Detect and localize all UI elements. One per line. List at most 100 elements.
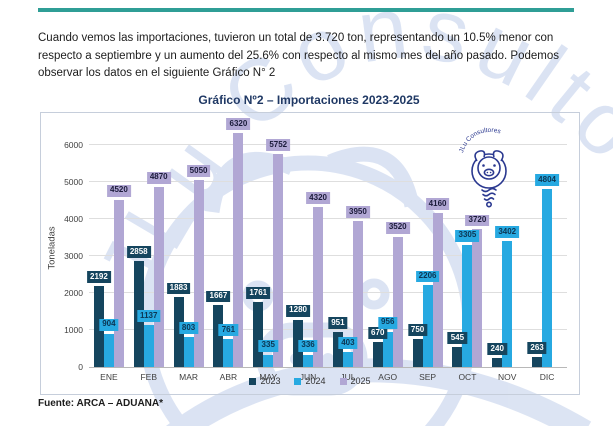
pig-face [477, 156, 501, 180]
data-label-2025-ENE: 4520 [107, 184, 131, 197]
pig-nostril-left [486, 171, 489, 174]
bar-2024-ABR [223, 338, 234, 367]
data-label-2024-DIC: 4804 [535, 174, 559, 187]
bar-2024-FEB [143, 324, 154, 367]
bar-2024-OCT [462, 244, 473, 367]
y-tick-6000: 6000 [64, 139, 83, 150]
logo-text-shape: JLu Consultores [458, 127, 502, 154]
legend-swatch-2023 [249, 377, 257, 385]
pig-face-dots [482, 164, 496, 174]
data-label-2024-MAR: 803 [178, 322, 199, 335]
data-label-2024-ABR: 761 [218, 324, 239, 336]
legend: 2023 2024 2025 [41, 376, 579, 386]
data-label-2023-OCT: 545 [447, 332, 468, 344]
data-label-2025-MAY: 5752 [266, 139, 291, 152]
legend-swatch-2024 [294, 377, 302, 385]
y-tick-1000: 1000 [64, 325, 83, 335]
y-tick-4000: 4000 [64, 213, 83, 224]
data-label-2024-AGO: 956 [378, 316, 398, 329]
bar-2025-SEP [432, 213, 443, 367]
y-tick-5000: 5000 [64, 176, 83, 187]
legend-swatch-2025 [339, 377, 347, 385]
data-label-2025-SEP: 4160 [425, 198, 450, 211]
bar-2023-OCT [452, 346, 463, 367]
month-group-AGO: 670 956 3520 AGO [368, 119, 410, 382]
bar-2024-ENE [103, 333, 114, 367]
bar-2024-DIC [542, 189, 553, 367]
month-group-MAR: 1883 803 5050 MAR [166, 119, 211, 382]
y-tick-3000: 3000 [64, 250, 83, 261]
data-label-2024-OCT: 3305 [455, 229, 480, 242]
bar-2023-NOV [492, 358, 503, 367]
bar-2023-AGO [372, 342, 383, 367]
logo-arc-text: JLu Consultores [458, 127, 502, 154]
bar-2024-MAR [183, 337, 194, 367]
bar-2025-FEB [153, 186, 164, 367]
data-label-2023-MAR: 1883 [166, 282, 191, 295]
month-group-ENE: 2192 904 4520 ENE [87, 119, 131, 382]
data-label-2024-JUL: 403 [338, 337, 358, 350]
data-label-2023-NOV: 240 [487, 343, 507, 356]
bar-2023-DIC [532, 357, 543, 367]
bar-2024-JUN [303, 354, 314, 367]
bar-2023-ABR [213, 305, 224, 367]
data-label-2025-AGO: 3520 [385, 221, 410, 234]
bar-2025-MAR [193, 180, 204, 367]
legend-label-2024: 2024 [305, 376, 326, 386]
legend-item-2023: 2023 [249, 376, 280, 386]
data-label-2023-SEP: 750 [407, 324, 428, 337]
pig-right-eye [493, 164, 496, 167]
bar-2025-ENE [113, 199, 124, 367]
data-label-2023-ENE: 2192 [87, 271, 111, 283]
month-group-JUL: 951 403 3950 JUL [328, 119, 370, 382]
legend-label-2023: 2023 [260, 376, 281, 386]
month-group-SEP: 750 2206 4160 SEP [407, 119, 450, 382]
gridline-6000 [89, 143, 567, 145]
legend-item-2024: 2024 [294, 376, 326, 386]
data-label-2023-JUL: 951 [328, 317, 348, 329]
data-label-2025-MAR: 5050 [186, 165, 211, 178]
bar-2024-MAY [263, 354, 274, 367]
data-label-2025-JUN: 4320 [306, 192, 330, 205]
y-tick-0: 0 [78, 362, 83, 372]
y-axis-label: Toneladas [46, 226, 58, 270]
data-label-2025-OCT: 3720 [465, 214, 490, 227]
month-group-DIC: 263 4804 DIC [527, 119, 567, 382]
data-label-2023-JUN: 1280 [286, 304, 310, 317]
pig-nostril-right [489, 171, 492, 174]
chart-title: Gráfico Nº2 – Importaciones 2023-2025 [198, 93, 420, 107]
data-label-2025-FEB: 4870 [146, 171, 171, 184]
lightbulb-icon [471, 150, 507, 189]
chart-frame: Toneladas 0 1000 2000 3000 4000 5000 6000 2192 9… [40, 112, 580, 395]
data-label-2025-JUL: 3950 [346, 206, 370, 218]
intro-paragraph: Cuando vemos las importaciones, tuvieron… [38, 32, 559, 79]
x-tick-ENE: ENE [100, 372, 118, 382]
bar-2023-ENE [93, 285, 104, 367]
data-label-2024-ENE: 904 [99, 318, 119, 331]
pig-right-ear [492, 150, 504, 162]
month-group-MAY: 1761 335 5752 MAY [246, 119, 291, 382]
bar-2023-MAY [253, 301, 264, 367]
month-group-ABR: 1667 761 6320 ABR [206, 118, 251, 382]
pig-left-eye [482, 164, 485, 167]
bar-2024-NOV [502, 241, 513, 367]
bar-2025-AGO [392, 236, 403, 367]
month-group-FEB: 2858 1137 4870 FEB [126, 119, 171, 382]
legend-label-2025: 2025 [350, 376, 371, 386]
data-label-2023-ABR: 1667 [206, 290, 231, 303]
bar-2024-JUL [342, 352, 353, 367]
jlu-logo: JLu Consultores [458, 127, 507, 208]
data-label-2025-ABR: 6320 [226, 118, 251, 131]
bar-2025-MAY [273, 154, 284, 367]
data-label-2023-MAY: 1761 [246, 287, 271, 299]
bulb-base-filament [481, 187, 497, 208]
data-label-2024-FEB: 1137 [137, 310, 161, 322]
data-label-2024-SEP: 2206 [415, 270, 440, 283]
legend-item-2025: 2025 [339, 376, 371, 386]
bar-2025-OCT [472, 229, 483, 367]
data-label-2023-FEB: 2858 [126, 246, 151, 259]
source-note: Fuente: ARCA – ADUANA* [38, 398, 163, 409]
top-divider [38, 8, 574, 12]
y-tick-2000: 2000 [64, 287, 83, 298]
